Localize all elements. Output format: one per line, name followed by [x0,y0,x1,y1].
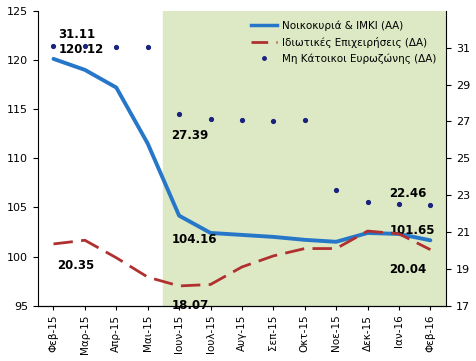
Text: 18.07: 18.07 [171,299,208,312]
Text: 20.35: 20.35 [57,259,94,272]
Text: 20.04: 20.04 [389,262,426,275]
Text: 104.16: 104.16 [171,233,216,246]
Text: 31.11: 31.11 [58,28,95,41]
Bar [163,11,445,306]
Text: 27.39: 27.39 [171,129,208,142]
Text: 22.46: 22.46 [389,187,426,200]
Text: 101.65: 101.65 [389,225,434,238]
Legend: Νοικοκυριά & ΙΜΚΙ (ΑΑ), Ιδιωτικές Επιχειρήσεις (ΔΑ), Μη Κάτοικοι Ευρωζώνης (ΔΑ): Νοικοκυριά & ΙΜΚΙ (ΑΑ), Ιδιωτικές Επιχει… [247,16,440,68]
Text: 120.12: 120.12 [58,43,103,56]
